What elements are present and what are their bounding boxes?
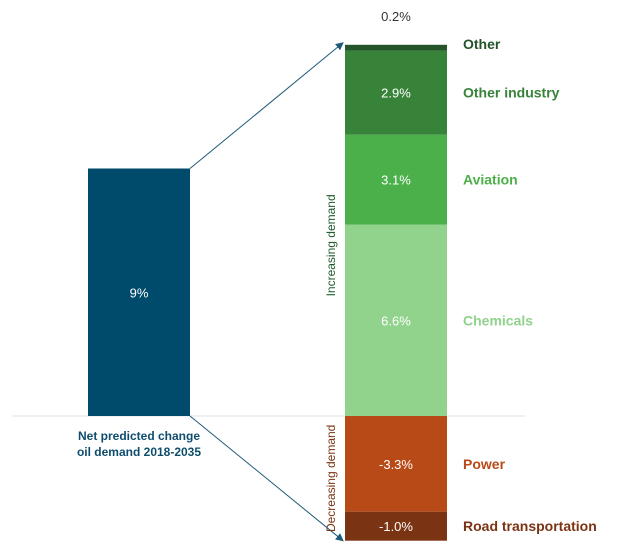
category-label: Chemicals — [463, 312, 533, 328]
decreasing-demand-label: Decreasing demand — [324, 425, 338, 532]
value-label: -1.0% — [379, 519, 413, 534]
net-bar — [88, 168, 190, 416]
category-label: Other — [463, 36, 501, 52]
bar-segment — [345, 224, 447, 416]
bar-segment — [345, 50, 447, 135]
bar-segment — [345, 511, 447, 541]
value-label: 0.2% — [381, 9, 411, 24]
category-label: Aviation — [463, 172, 518, 188]
value-label: 2.9% — [381, 86, 411, 101]
bar-segment — [345, 416, 447, 512]
value-label: 3.1% — [381, 173, 411, 188]
net-value-label: 9% — [130, 285, 149, 300]
net-label: oil demand 2018-2035 — [77, 445, 201, 459]
category-label: Road transportation — [463, 518, 597, 534]
bar-segment — [345, 134, 447, 225]
increasing-demand-label: Increasing demand — [324, 194, 338, 296]
net-label: Net predicted change — [78, 429, 200, 443]
value-label: -3.3% — [379, 457, 413, 472]
bar-segment — [345, 44, 447, 51]
category-label: Power — [463, 456, 506, 472]
category-label: Other industry — [463, 85, 560, 101]
arrow-down — [189, 415, 344, 542]
arrow-up — [189, 42, 344, 169]
value-label: 6.6% — [381, 313, 411, 328]
